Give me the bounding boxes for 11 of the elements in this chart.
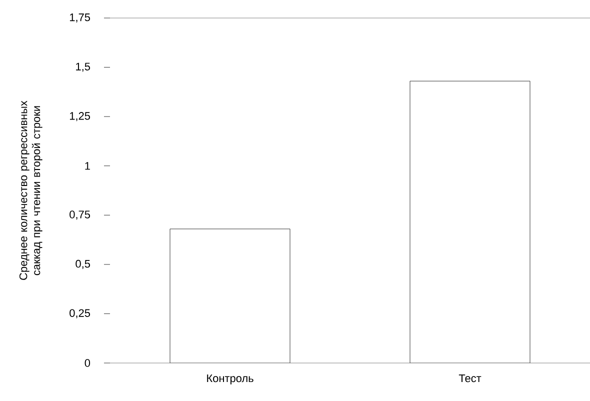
x-tick-label: Контроль — [207, 374, 254, 384]
y-tick-label: 1,25 — [70, 112, 90, 122]
y-tick-label: 0,5 — [76, 260, 90, 269]
y-tick-label: 1,75 — [70, 14, 90, 22]
y-tick-label: 1 — [85, 162, 90, 170]
y-tick-label: 1,5 — [76, 62, 90, 72]
y-axis-title: Среднее количество регрессивных саккад при чтении второй строки — [19, 100, 42, 280]
y-tick-label: 0 — [84, 359, 90, 367]
y-tick-label: 0,75 — [70, 210, 90, 220]
y-tick-label: 0,25 — [70, 309, 90, 318]
x-tick-label: Тест — [458, 374, 482, 382]
